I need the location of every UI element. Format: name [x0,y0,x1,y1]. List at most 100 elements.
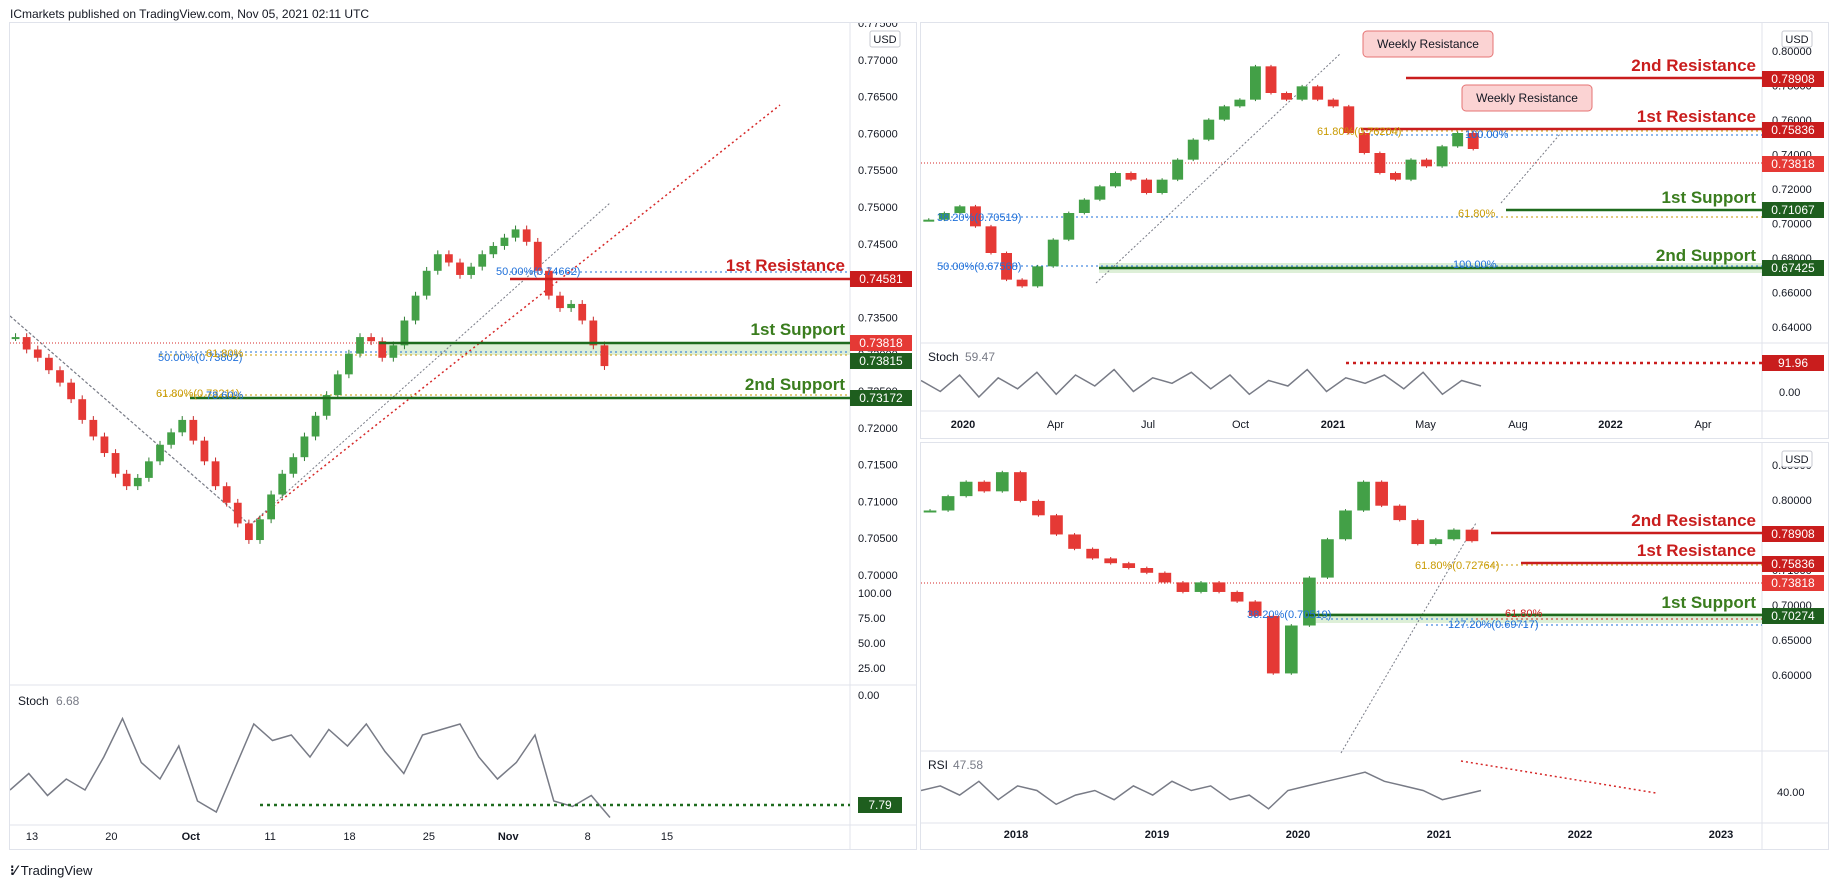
br-badge-1st-resistance: 0.75836 [1771,557,1815,571]
tr-candle-22 [1265,66,1277,93]
br-candle-19 [1266,615,1280,674]
br-xtick-4: 2022 [1568,829,1592,841]
br-fib-label-4: 127.20%(0.69717) [1448,619,1539,631]
br-candle-25 [1375,481,1388,506]
chart-panel-bottom-right[interactable]: 2nd Resistance 1st Resistance 1st Suppor… [920,442,1829,850]
tr-ytick-8: 0.64000 [1772,322,1812,334]
left-candle-40 [456,262,464,275]
left-xtick-1: 20 [105,831,117,843]
tr-stoch-badge: 91.96 [1778,356,1808,370]
left-candle-48 [545,270,553,296]
left-badge-current-price: 0.73818 [859,336,903,350]
left-candle-15 [178,419,187,433]
left-stoch-name: Stoch [18,694,49,708]
br-candle-14 [1176,582,1190,592]
tr-candle-18 [1203,119,1215,140]
tr-candle-33 [1436,146,1448,167]
bottom-right-chart-svg[interactable]: 2nd Resistance 1st Resistance 1st Suppor… [921,443,1828,849]
left-candle-37 [422,270,431,296]
chart-panel-top-right[interactable]: 2nd Resistance 1st Resistance 1st Suppor… [920,22,1829,439]
top-right-chart-svg[interactable]: 2nd Resistance 1st Resistance 1st Suppor… [921,23,1828,438]
fib-line [249,202,611,526]
br-badge-1st-support: 0.70274 [1771,609,1815,623]
left-candle-32 [367,337,375,342]
br-rsi-name: RSI [928,758,948,772]
br-candle-18 [1248,601,1262,616]
tr-candle-25 [1312,86,1324,100]
tr-fib-diag-2 [1500,132,1562,204]
br-candle-8 [1068,534,1081,549]
left-xtick-6: Nov [498,831,520,843]
tr-xtick-8: Apr [1694,419,1711,431]
tr-candle-17 [1187,139,1199,160]
tr-candle-23 [1281,93,1292,100]
tr-currency-label: USD [1785,34,1808,46]
tr-xtick-1: Apr [1047,419,1064,431]
left-candle-4 [56,370,64,383]
left-ytick-11: 0.72000 [858,423,898,435]
left-ytick-4: 0.75500 [858,165,898,177]
left-ytick-15: 0.70000 [858,570,898,582]
tr-candle-1 [938,213,950,220]
br-candle-21 [1303,577,1316,626]
tr-xtick-5: May [1415,419,1436,431]
br-badge-2nd-resistance: 0.78908 [1771,527,1815,541]
chart-panel-left[interactable]: 1st Resistance 1st Support 2nd Support 5… [9,22,917,850]
tr-candle-7 [1032,266,1044,287]
left-candle-41 [467,266,475,275]
left-ytick-8: 0.73500 [858,312,898,324]
br-ytick-6: 0.60000 [1772,670,1812,682]
left-ytick-3: 0.76000 [858,128,898,140]
left-candle-9 [111,453,120,474]
left-stoch-tick-4: 0.00 [858,690,879,702]
tr-ytick-4: 0.72000 [1772,184,1812,196]
br-candle-28 [1429,539,1443,545]
left-ytick-14: 0.70500 [858,533,898,545]
left-candle-42 [478,254,487,267]
br-candle-15 [1194,582,1208,592]
tradingview-footer[interactable]: ⁝⁄ TradingView [10,862,92,879]
tr-weekly-resistance-callout-2: Weekly Resistance [1476,91,1578,105]
br-fib-label-2: 38.20%(0.70519) [1247,609,1331,621]
left-badge-2nd-support: 0.73172 [859,391,903,405]
br-candle-5 [1014,472,1027,501]
tr-2nd-resistance-label: 2nd Resistance [1631,56,1756,75]
tr-candle-34 [1452,133,1464,147]
br-candle-27 [1411,520,1425,545]
left-ytick-5: 0.75000 [858,202,898,214]
tr-fib-label-5: 61.80% [1458,208,1496,220]
trendline-down [10,315,251,526]
left-candle-12 [145,461,153,478]
br-candle-24 [1357,481,1370,511]
left-candle-5 [67,382,75,400]
left-xtick-8: 15 [661,831,673,843]
br-candle-12 [1140,568,1154,573]
left-stoch-tick-3: 25.00 [858,663,886,675]
left-ytick-0: 0.77500 [858,23,898,30]
br-currency-label: USD [1785,454,1808,466]
br-candle-29 [1447,529,1461,540]
left-candle-19 [222,486,231,503]
br-candle-9 [1086,548,1099,559]
tr-1st-support-label: 1st Support [1662,188,1757,207]
br-candle-4 [995,472,1009,492]
left-2nd-support-label: 2nd Support [745,375,845,394]
left-candle-30 [345,353,353,375]
tr-candle-19 [1218,106,1230,120]
left-candle-23 [267,494,275,520]
tr-candle-32 [1421,159,1432,167]
left-candle-7 [89,419,98,437]
left-candle-17 [200,440,209,462]
tr-candle-35 [1467,133,1479,149]
tr-xtick-2: Jul [1141,419,1155,431]
left-candle-10 [122,473,131,487]
left-stoch-tick-0: 100.00 [858,588,892,600]
left-chart-svg[interactable]: 1st Resistance 1st Support 2nd Support 5… [10,23,916,849]
tr-candle-8 [1047,239,1059,267]
left-fib-label-1: 50.00%(0.74662) [496,266,580,278]
br-candle-13 [1158,572,1172,583]
left-candle-45 [511,229,520,238]
left-candle-46 [522,229,531,242]
br-rsi-tick-0: 40.00 [1777,787,1805,799]
left-candle-50 [567,303,575,309]
